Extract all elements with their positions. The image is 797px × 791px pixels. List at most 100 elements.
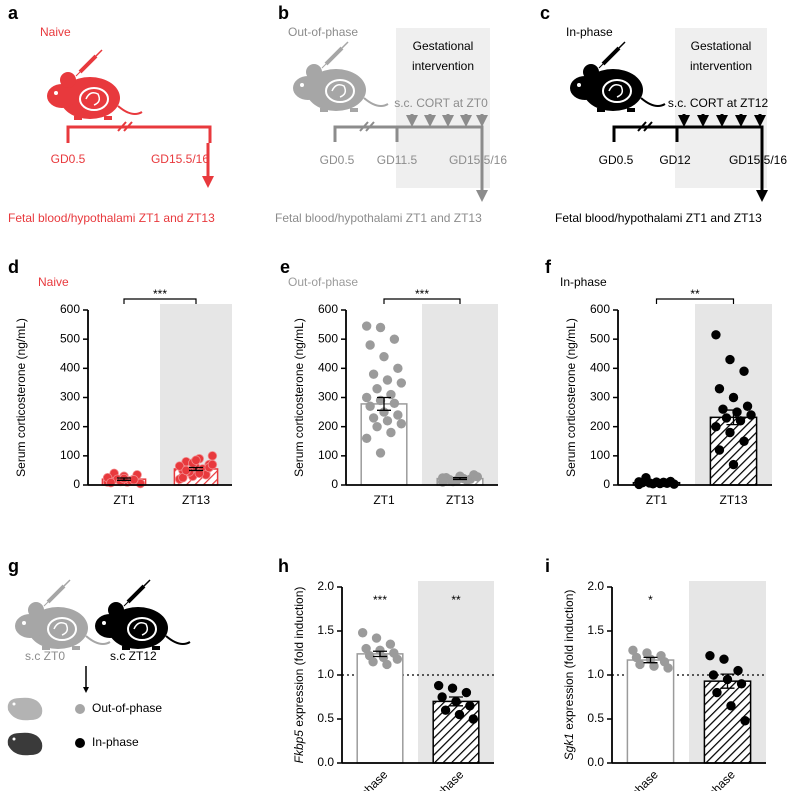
data-point bbox=[440, 705, 451, 715]
timeline bbox=[612, 125, 764, 142]
timepoint: GD0.5 bbox=[51, 152, 86, 166]
panel-title: Naive bbox=[38, 275, 69, 289]
y-tick-label: 1.5 bbox=[587, 623, 604, 637]
y-tick-label: 0.0 bbox=[317, 755, 334, 769]
y-axis-label: Serum corticosterone (ng/mL) bbox=[292, 318, 306, 477]
x-tick-label: Out-of-phase bbox=[331, 767, 391, 791]
data-point bbox=[714, 384, 725, 394]
data-point bbox=[705, 650, 715, 661]
error-bar bbox=[449, 696, 463, 707]
data-point bbox=[386, 389, 396, 400]
data-point bbox=[746, 410, 756, 420]
panel-letter: a bbox=[8, 3, 19, 23]
significance: *** bbox=[415, 287, 429, 301]
y-axis-label-gene: Fkbp5 bbox=[292, 730, 306, 764]
break bbox=[117, 121, 127, 132]
y-tick-label: 0 bbox=[331, 477, 338, 491]
bar bbox=[432, 700, 480, 764]
timepoint: GD12 bbox=[659, 153, 691, 167]
mouse-label: s.c ZT0 bbox=[25, 649, 65, 663]
data-point bbox=[386, 427, 396, 438]
y-tick-label: 500 bbox=[590, 331, 610, 345]
y-axis-label-text: Serum corticosterone (ng/mL) bbox=[14, 318, 28, 477]
y-tick-label: 1.5 bbox=[317, 623, 334, 637]
data-point bbox=[725, 427, 735, 438]
break bbox=[123, 121, 133, 132]
x-tick-label: In-phase bbox=[695, 767, 738, 791]
data-point bbox=[365, 401, 375, 411]
data-point bbox=[361, 392, 372, 403]
timepoint: GD11.5 bbox=[377, 153, 418, 167]
data-point bbox=[368, 413, 379, 423]
panel-title: In-phase bbox=[560, 275, 607, 289]
y-tick-label: 0.0 bbox=[587, 755, 604, 769]
treatment: s.c. CORT at ZT0 bbox=[394, 96, 488, 110]
data-point bbox=[740, 716, 750, 726]
x-tick-label: ZT13 bbox=[446, 493, 474, 507]
panel-letter: h bbox=[278, 556, 289, 576]
error-bar bbox=[377, 396, 391, 411]
data-point bbox=[368, 657, 378, 667]
injection-arrows bbox=[678, 114, 766, 127]
shade bbox=[160, 304, 232, 485]
panel-letter: i bbox=[545, 556, 550, 576]
data-point bbox=[371, 633, 382, 643]
data-point bbox=[711, 421, 721, 432]
data-point bbox=[393, 363, 403, 374]
data-point bbox=[389, 334, 400, 344]
y-tick-label: 600 bbox=[60, 302, 80, 316]
data-point bbox=[712, 687, 722, 698]
y-tick-label: 0 bbox=[73, 477, 80, 491]
significance: ** bbox=[451, 593, 461, 607]
injection-arrows bbox=[406, 114, 488, 127]
data-point bbox=[375, 448, 386, 458]
shade bbox=[422, 304, 498, 485]
break bbox=[359, 121, 369, 132]
x-tick-label: Out-of-phase bbox=[601, 767, 661, 791]
y-tick-label: 300 bbox=[590, 390, 610, 404]
y-tick-label: 0.5 bbox=[587, 711, 604, 725]
data-point bbox=[714, 445, 725, 455]
data-point bbox=[708, 670, 719, 680]
y-tick-label: 1.0 bbox=[317, 667, 334, 681]
break bbox=[365, 121, 375, 132]
data-point bbox=[375, 322, 386, 333]
data-point bbox=[721, 413, 732, 423]
data-point bbox=[361, 433, 372, 444]
mouse-icon bbox=[291, 40, 390, 114]
data-point bbox=[207, 459, 218, 470]
y-axis-label: Sgk1 expression (fold induction) bbox=[562, 590, 576, 761]
data-point bbox=[396, 378, 407, 388]
x-tick-label: ZT1 bbox=[646, 493, 668, 507]
mouse-icon bbox=[93, 578, 192, 652]
data-point bbox=[357, 628, 368, 638]
data-point bbox=[393, 410, 403, 420]
x-tick-label: ZT13 bbox=[719, 493, 747, 507]
y-axis-label: Serum corticosterone (ng/mL) bbox=[564, 318, 578, 477]
data-point bbox=[739, 366, 749, 376]
error-bar bbox=[189, 466, 203, 472]
panel-letter: c bbox=[540, 3, 550, 23]
pup-icon bbox=[7, 732, 43, 756]
data-point bbox=[365, 340, 375, 350]
data-point bbox=[472, 472, 483, 482]
legend-dot bbox=[75, 738, 85, 748]
data-point bbox=[468, 714, 479, 724]
treatment: s.c. CORT at ZT12 bbox=[668, 96, 769, 110]
data-point bbox=[379, 351, 389, 362]
panel-letter: b bbox=[278, 3, 289, 23]
error-bar bbox=[643, 656, 658, 664]
data-point bbox=[396, 419, 407, 429]
data-point bbox=[368, 369, 379, 379]
timepoint: GD0.5 bbox=[320, 153, 355, 167]
data-point bbox=[635, 659, 645, 670]
y-tick-label: 2.0 bbox=[587, 579, 604, 593]
y-axis-label: Serum corticosterone (ng/mL) bbox=[14, 318, 28, 477]
panel-a: a Naive GD0.5 GD15.5/16 Fetal blood/hypo… bbox=[8, 3, 215, 225]
data-point bbox=[711, 330, 721, 340]
intervention-label: intervention bbox=[412, 59, 474, 73]
y-tick-label: 1.0 bbox=[587, 667, 604, 681]
y-axis-label-text: expression (fold induction) bbox=[292, 587, 306, 730]
error-bar bbox=[649, 481, 664, 484]
timepoint: GD15.5/16 bbox=[729, 153, 787, 167]
